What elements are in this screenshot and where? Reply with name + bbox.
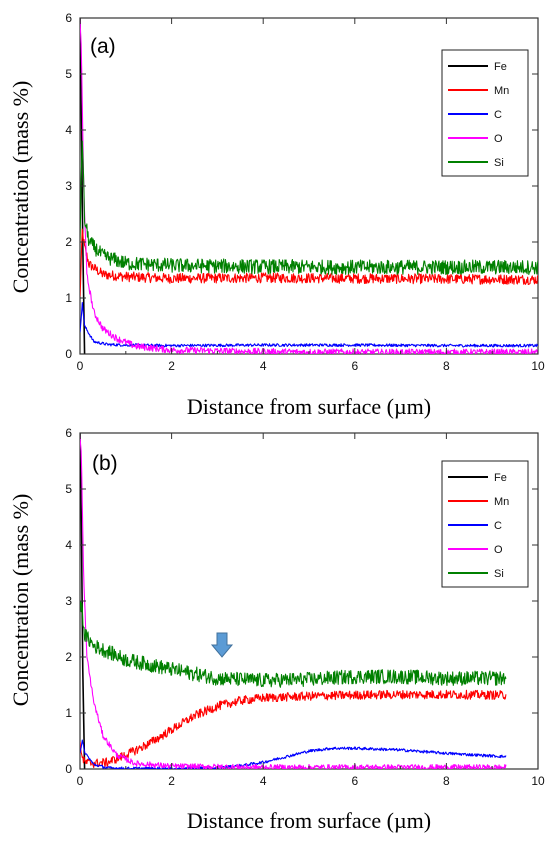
panel-b-annotation bbox=[210, 632, 234, 658]
x-tick-label: 0 bbox=[77, 359, 84, 373]
y-tick-label: 1 bbox=[65, 706, 72, 720]
series-line-c bbox=[80, 739, 507, 769]
panel-b-legend: Fe Mn CO Si bbox=[441, 460, 529, 588]
panel-b-ticks-layer: 0 2 4 6 8 10 0 1 2 3 4 5 6 bbox=[65, 426, 545, 788]
y-tick-label: 0 bbox=[65, 347, 72, 361]
x-tick-label: 6 bbox=[351, 774, 358, 788]
y-tick-label: 1 bbox=[65, 291, 72, 305]
x-tick-label: 8 bbox=[443, 359, 450, 373]
legend-label-mn: Mn bbox=[494, 85, 509, 97]
panel-b-series-layer bbox=[80, 433, 507, 769]
y-tick-label: 2 bbox=[65, 235, 72, 249]
panel-b-ylabel: Concentration (mass %) bbox=[8, 494, 33, 707]
series-line-si bbox=[80, 600, 507, 688]
y-tick-label: 3 bbox=[65, 594, 72, 608]
legend-label-o: O bbox=[494, 133, 503, 145]
y-tick-label: 5 bbox=[65, 67, 72, 81]
x-tick-label: 4 bbox=[260, 774, 267, 788]
legend-label-si: Si bbox=[494, 568, 504, 580]
x-tick-label: 10 bbox=[531, 774, 545, 788]
y-tick-label: 4 bbox=[65, 123, 72, 137]
panel-a-xlabel: Distance from surface (µm) bbox=[187, 394, 431, 419]
x-tick-label: 4 bbox=[260, 359, 267, 373]
panel-a-legend: Fe Mn CO Si bbox=[441, 49, 529, 177]
legend-label-o: O bbox=[494, 544, 503, 556]
panel-b-label: (b) bbox=[92, 452, 118, 475]
y-tick-label: 0 bbox=[65, 762, 72, 776]
series-line-mn bbox=[80, 228, 538, 297]
y-tick-label: 6 bbox=[65, 11, 72, 25]
legend-label-mn: Mn bbox=[494, 496, 509, 508]
panel-a-ticks-layer: 0 2 4 6 8 10 0 1 2 3 4 5 6 bbox=[65, 11, 545, 373]
series-line-si bbox=[80, 140, 538, 275]
y-tick-label: 5 bbox=[65, 482, 72, 496]
x-tick-label: 2 bbox=[168, 774, 175, 788]
x-tick-label: 6 bbox=[351, 359, 358, 373]
annotation-arrow bbox=[210, 632, 234, 658]
legend-label-fe: Fe bbox=[494, 472, 507, 484]
y-tick-label: 6 bbox=[65, 426, 72, 440]
legend-label-c: C bbox=[494, 109, 502, 121]
x-tick-label: 2 bbox=[168, 359, 175, 373]
panel-a: Concentration (mass %) 0 2 4 6 8 10 0 1 2 3 4 5 6 (a… bbox=[8, 11, 545, 419]
x-tick-label: 10 bbox=[531, 359, 545, 373]
y-tick-label: 3 bbox=[65, 179, 72, 193]
panel-b-xlabel: Distance from surface (µm) bbox=[187, 808, 431, 833]
legend-label-c: C bbox=[494, 520, 502, 532]
y-tick-label: 2 bbox=[65, 650, 72, 664]
legend-label-si: Si bbox=[494, 157, 504, 169]
x-tick-label: 0 bbox=[77, 774, 84, 788]
series-line-o bbox=[80, 435, 507, 769]
y-tick-label: 4 bbox=[65, 538, 72, 552]
panel-b: Concentration (mass %) 0 2 4 6 8 10 0 1 2 3 4 5 6 (b… bbox=[8, 426, 545, 833]
x-tick-label: 8 bbox=[443, 774, 450, 788]
panel-a-label: (a) bbox=[90, 35, 116, 58]
panel-a-ylabel: Concentration (mass %) bbox=[8, 81, 33, 294]
legend-label-fe: Fe bbox=[494, 61, 507, 73]
series-line-mn bbox=[80, 689, 507, 769]
